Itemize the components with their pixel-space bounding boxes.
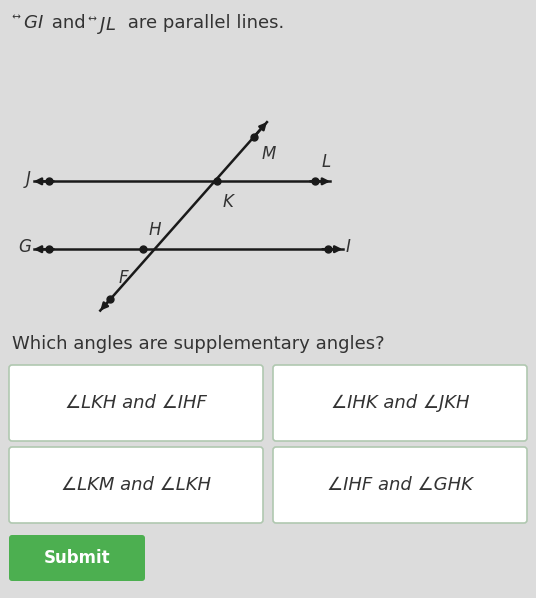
- FancyBboxPatch shape: [273, 365, 527, 441]
- Text: F: F: [118, 269, 128, 288]
- Text: and: and: [46, 14, 91, 32]
- Text: $\overleftrightarrow{JL}$: $\overleftrightarrow{JL}$: [88, 14, 116, 36]
- Text: ∠IHF and ∠GHK: ∠IHF and ∠GHK: [327, 476, 473, 494]
- FancyBboxPatch shape: [9, 447, 263, 523]
- Text: $\overleftrightarrow{GI}$: $\overleftrightarrow{GI}$: [12, 14, 44, 32]
- Text: L: L: [321, 153, 331, 172]
- Text: ∠IHK and ∠JKH: ∠IHK and ∠JKH: [331, 394, 469, 412]
- Text: ∠LKH and ∠IHF: ∠LKH and ∠IHF: [65, 394, 207, 412]
- Text: J: J: [26, 170, 31, 188]
- FancyBboxPatch shape: [9, 535, 145, 581]
- Text: K: K: [223, 193, 234, 211]
- Text: M: M: [262, 145, 276, 163]
- FancyBboxPatch shape: [9, 365, 263, 441]
- Text: are parallel lines.: are parallel lines.: [122, 14, 284, 32]
- Text: I: I: [346, 238, 351, 256]
- Text: ∠LKM and ∠LKH: ∠LKM and ∠LKH: [61, 476, 211, 494]
- FancyBboxPatch shape: [273, 447, 527, 523]
- Text: Which angles are supplementary angles?: Which angles are supplementary angles?: [12, 335, 385, 353]
- Text: Submit: Submit: [44, 549, 110, 567]
- Text: G: G: [18, 238, 31, 256]
- Text: H: H: [149, 221, 161, 239]
